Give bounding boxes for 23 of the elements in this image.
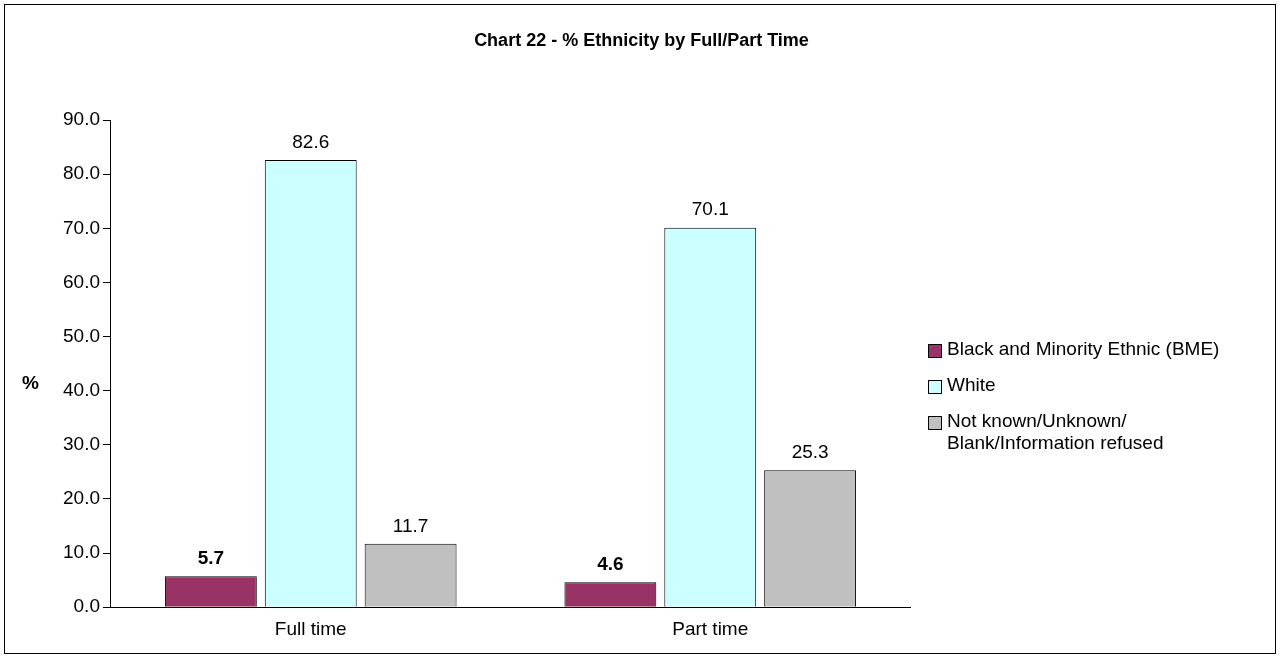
data-label: 4.6 bbox=[597, 553, 624, 575]
data-label: 11.7 bbox=[392, 514, 429, 536]
y-tick-label: 30.0 bbox=[63, 433, 100, 455]
y-tick-label: 70.0 bbox=[63, 216, 100, 238]
y-tick-label: 10.0 bbox=[63, 541, 100, 563]
y-tick-label: 20.0 bbox=[63, 487, 100, 509]
data-label: 82.6 bbox=[292, 130, 330, 152]
legend-label: Black and Minority Ethnic (BME) bbox=[947, 338, 1220, 360]
chart-title: Chart 22 - % Ethnicity by Full/Part Time bbox=[473, 30, 810, 51]
data-label: 25.3 bbox=[791, 440, 829, 462]
legend-label: White bbox=[947, 374, 996, 396]
data-label: 70.1 bbox=[691, 198, 729, 220]
x-tick-label: Part time bbox=[672, 617, 749, 639]
y-tick-label: 0.0 bbox=[73, 595, 100, 617]
data-label: 5.7 bbox=[197, 547, 225, 569]
y-axis-title: % bbox=[22, 372, 39, 394]
y-tick-label: 60.0 bbox=[63, 270, 100, 292]
y-tick-label: 50.0 bbox=[63, 324, 100, 346]
y-tick-label: 40.0 bbox=[63, 378, 100, 400]
legend-label: Not known/Unknown/ Blank/Information refused bbox=[947, 410, 1165, 454]
y-tick-label: 90.0 bbox=[63, 108, 100, 130]
x-tick-label: Full time bbox=[274, 617, 347, 639]
y-tick-label: 80.0 bbox=[63, 162, 100, 184]
